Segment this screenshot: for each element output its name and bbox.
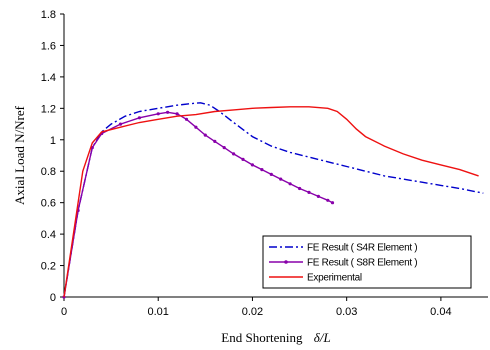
y-tick-label: 1.2 (41, 103, 56, 115)
y-tick-label: 1.4 (41, 72, 56, 84)
series-point (175, 112, 179, 116)
y-tick-label: 0 (50, 292, 56, 304)
series-point (118, 122, 123, 126)
x-axis-ticks: 0 0.01 0.02 0.03 0.04 (61, 297, 452, 318)
y-tick-label: 1.8 (41, 9, 56, 21)
series-line-3 (63, 106, 479, 298)
y-axis-ticks: 0 0.2 0.4 0.6 0.8 1 1.2 1.4 1.6 1.8 (41, 9, 64, 304)
series-point (203, 133, 207, 137)
legend: FE Result ( S4R Element ) FE Result ( S8R… (262, 235, 472, 289)
series-point (222, 146, 226, 150)
legend-label: FE Result ( S4R Element ) (307, 243, 417, 254)
series-line-1 (63, 102, 484, 298)
y-tick-label: 0.4 (41, 229, 56, 241)
series-point (137, 116, 141, 120)
y-tick-label: 0.8 (41, 166, 56, 178)
series-point (260, 168, 264, 172)
series-point (279, 177, 283, 181)
series-point (330, 201, 335, 205)
x-tick-label: 0.01 (148, 306, 169, 318)
legend-swatch-marker (284, 260, 288, 264)
series-point (316, 194, 320, 198)
series-point (326, 198, 330, 202)
y-tick-label: 0.2 (41, 261, 56, 273)
legend-label: FE Result ( S8R Element ) (307, 258, 417, 269)
series-point (298, 186, 302, 191)
series-point (307, 190, 311, 194)
series-point (184, 117, 189, 121)
y-tick-label: 0.6 (41, 198, 56, 210)
series-line-2 (63, 111, 333, 298)
y-tick-label: 1 (50, 135, 56, 147)
x-tick-label: 0.02 (242, 306, 263, 318)
series-point (213, 139, 217, 143)
x-axis-title-text: End Shortening (221, 330, 303, 345)
x-tick-label: 0 (61, 306, 67, 318)
series-point (166, 110, 170, 114)
series-point (288, 182, 292, 186)
series-point (156, 112, 160, 116)
series-point (250, 163, 254, 167)
series-point (241, 157, 245, 161)
x-tick-label: 0.03 (336, 306, 357, 318)
series-point (232, 152, 236, 156)
x-axis-title: End Shortening δ/L (221, 330, 330, 345)
x-tick-label: 0.04 (430, 306, 451, 318)
y-axis-title: Axial Load N/Nref (12, 105, 27, 205)
x-axis-title-symbol: δ/L (314, 330, 331, 345)
series-layer (62, 102, 484, 299)
legend-label: Experimental (307, 273, 362, 284)
plot-area (63, 14, 488, 298)
series-point (269, 172, 273, 176)
y-tick-label: 1.6 (41, 40, 56, 52)
series-point (194, 125, 198, 129)
